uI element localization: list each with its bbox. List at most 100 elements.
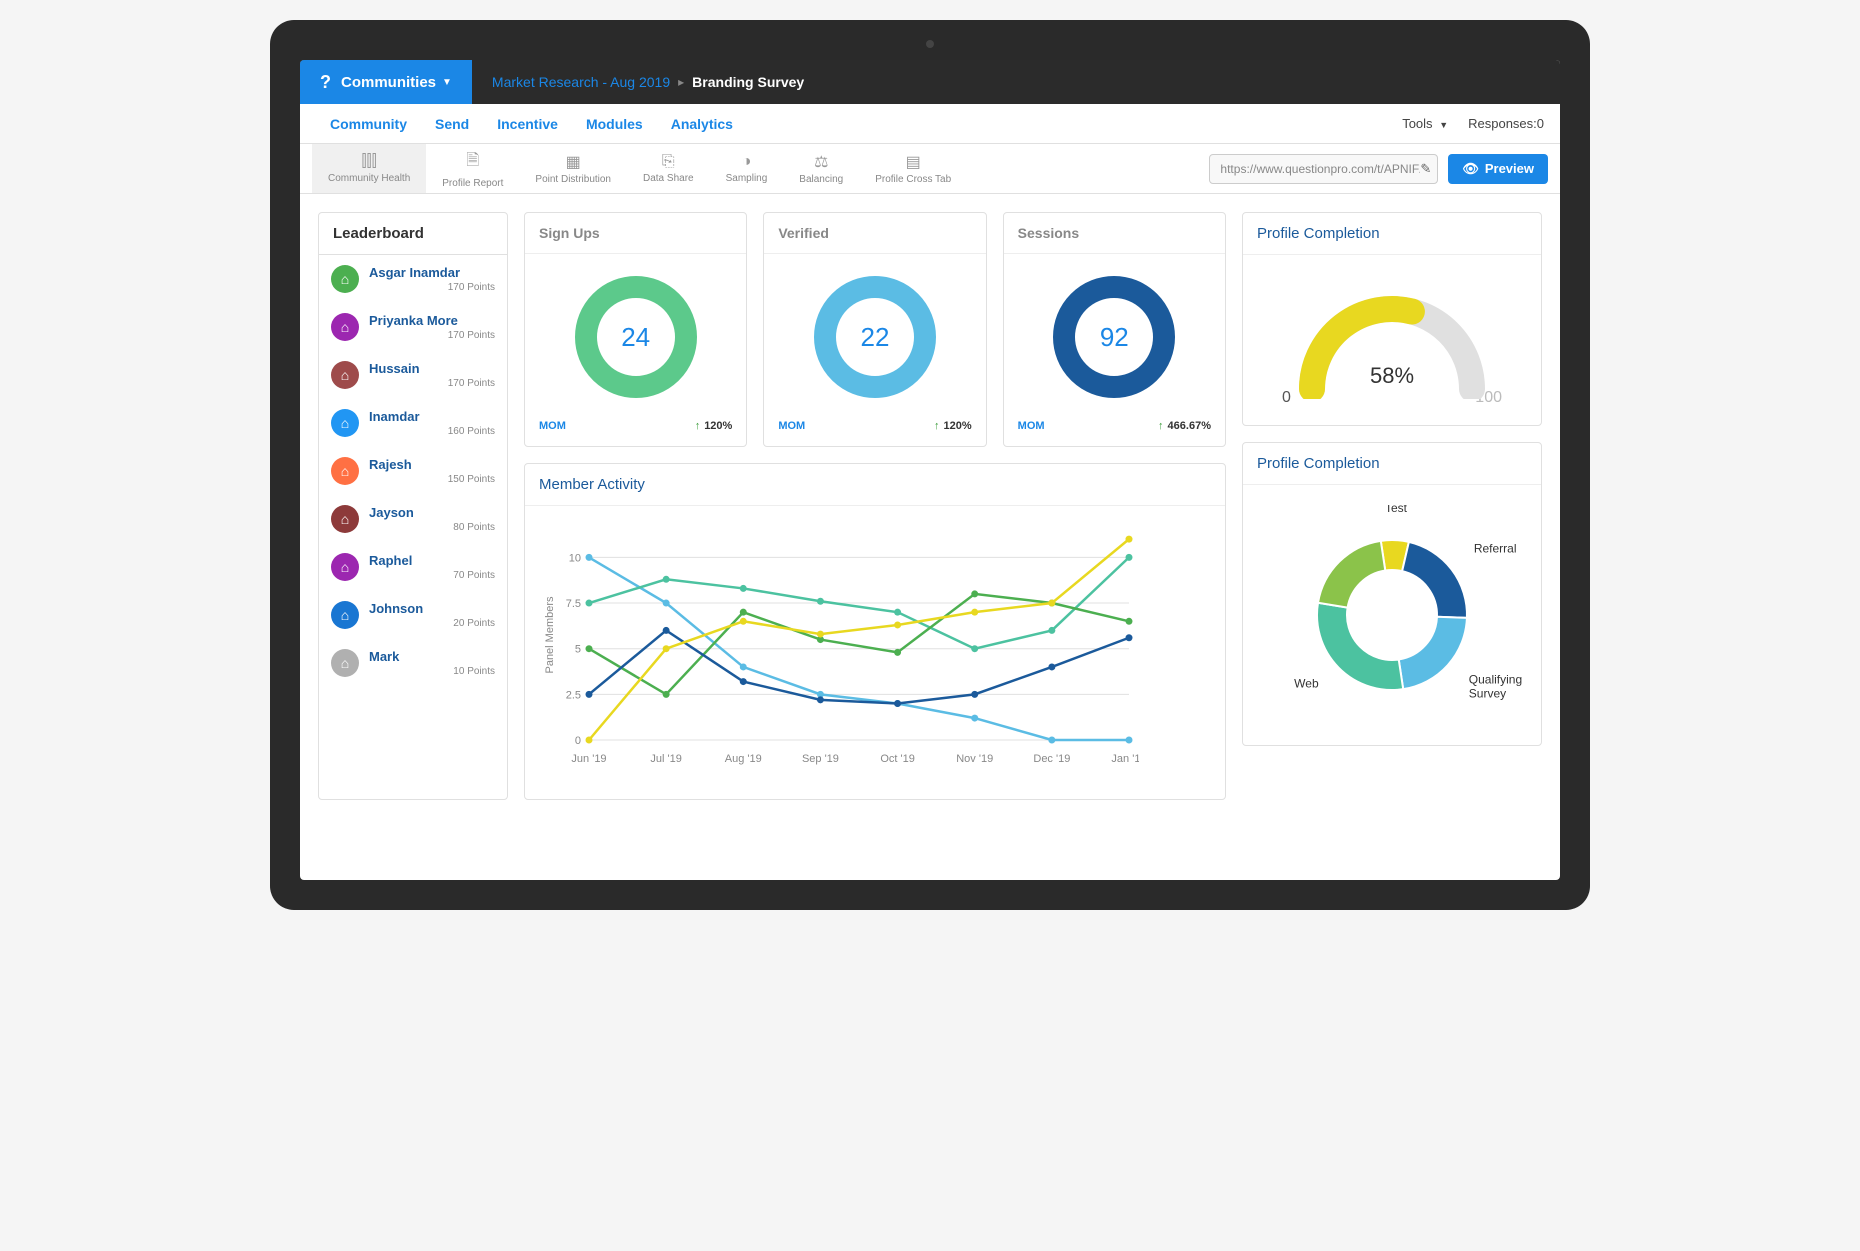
toolbar-item-data-share[interactable]: ⎘Data Share — [627, 144, 710, 193]
gauge-value: 58% — [1282, 363, 1502, 389]
stat-delta: ↑120% — [695, 420, 733, 432]
toolbar-icon: ⎘ — [662, 153, 675, 171]
avatar-icon: ⌂ — [331, 553, 359, 581]
mom-label[interactable]: MOM — [1018, 420, 1045, 432]
activity-chart: 02.557.510Jun '19Jul '19Aug '19Sep '19Oc… — [539, 520, 1139, 780]
stat-value: 92 — [1049, 272, 1179, 402]
avatar-icon: ⌂ — [331, 265, 359, 293]
toolbar-item-profile-report[interactable]: 🗎Profile Report — [426, 144, 519, 193]
svg-text:Jul '19: Jul '19 — [650, 753, 681, 765]
svg-text:2.5: 2.5 — [566, 689, 581, 701]
preview-label: Preview — [1485, 161, 1534, 176]
avatar-icon: ⌂ — [331, 649, 359, 677]
toolbar-item-sampling[interactable]: ◑Sampling — [710, 144, 784, 193]
leaderboard-points: 150 Points — [369, 474, 495, 485]
activity-title: Member Activity — [525, 464, 1225, 506]
topbar: ? Communities ▼ Market Research - Aug 20… — [300, 60, 1560, 104]
leaderboard-points: 170 Points — [369, 330, 495, 341]
leaderboard-points: 170 Points — [369, 378, 495, 389]
url-input[interactable] — [1220, 162, 1420, 176]
tools-label: Tools — [1402, 116, 1432, 131]
leaderboard-points: 70 Points — [369, 570, 495, 581]
nav-item-modules[interactable]: Modules — [572, 116, 657, 132]
leaderboard-row[interactable]: ⌂ Raphel 70 Points — [319, 543, 507, 591]
tools-dropdown[interactable]: Tools ▼ — [1402, 116, 1448, 131]
responses-counter: Responses:0 — [1468, 116, 1544, 131]
svg-text:Sep '19: Sep '19 — [802, 753, 839, 765]
avatar-icon: ⌂ — [331, 361, 359, 389]
member-activity-card: Member Activity 0 2.5 5 7.5 10 Jun '19 Jul '19… — [524, 463, 1226, 800]
svg-text:7.5: 7.5 — [566, 598, 581, 610]
nav-row: CommunitySendIncentiveModulesAnalytics T… — [300, 104, 1560, 144]
brand-label: Communities — [341, 74, 436, 91]
leaderboard-row[interactable]: ⌂ Priyanka More 170 Points — [319, 303, 507, 351]
eye-icon: 👁 — [1462, 161, 1479, 177]
toolbar-icon: ◑ — [742, 153, 752, 171]
leaderboard-points: 170 Points — [369, 282, 495, 293]
toolbar-item-profile-cross-tab[interactable]: ▤Profile Cross Tab — [859, 144, 967, 193]
profile-donut-card: Profile Completion TestReferralQualifyin… — [1242, 442, 1542, 746]
leaderboard-row[interactable]: ⌂ Hussain 170 Points — [319, 351, 507, 399]
stat-delta: ↑466.67% — [1158, 420, 1211, 432]
nav-item-analytics[interactable]: Analytics — [657, 116, 747, 132]
leaderboard-name: Raphel — [369, 553, 495, 568]
stat-card-verified: Verified22MOM↑120% — [763, 212, 986, 447]
svg-text:Panel Members: Panel Members — [544, 596, 556, 674]
gauge-title: Profile Completion — [1243, 213, 1541, 255]
avatar-icon: ⌂ — [331, 457, 359, 485]
nav-item-community[interactable]: Community — [316, 116, 421, 132]
svg-text:5: 5 — [575, 644, 581, 656]
leaderboard-name: Hussain — [369, 361, 495, 376]
preview-button[interactable]: 👁 Preview — [1448, 154, 1548, 184]
avatar-icon: ⌂ — [331, 505, 359, 533]
leaderboard-row[interactable]: ⌂ Rajesh 150 Points — [319, 447, 507, 495]
donut-label: Test — [1385, 505, 1408, 515]
leaderboard-name: Inamdar — [369, 409, 495, 424]
mom-label[interactable]: MOM — [539, 420, 566, 432]
stat-value: 22 — [810, 272, 940, 402]
toolbar-item-point-distribution[interactable]: ▦Point Distribution — [519, 144, 627, 193]
toolbar-item-balancing[interactable]: ⚖Balancing — [783, 144, 859, 193]
toolbar-icon: ⚖ — [814, 152, 828, 172]
mom-label[interactable]: MOM — [778, 420, 805, 432]
leaderboard-points: 10 Points — [369, 666, 495, 677]
toolbar-icon: ▦ — [566, 152, 581, 172]
arrow-up-icon: ↑ — [934, 420, 940, 432]
nav-item-send[interactable]: Send — [421, 116, 483, 132]
svg-text:0: 0 — [575, 735, 581, 747]
leaderboard-panel: Leaderboard ⌂Asgar Inamdar170 Points⌂Pri… — [318, 212, 508, 800]
svg-text:Dec '19: Dec '19 — [1033, 753, 1070, 765]
leaderboard-title: Leaderboard — [319, 213, 507, 255]
donut-label: QualifyingSurvey — [1469, 673, 1522, 701]
leaderboard-row[interactable]: ⌂Inamdar160 Points — [319, 399, 507, 447]
toolbar-item-community-health[interactable]: ⫿⫿⫿Community Health — [312, 144, 426, 193]
breadcrumb: Market Research - Aug 2019 ▸ Branding Su… — [472, 74, 824, 90]
toolbar: ⫿⫿⫿Community Health🗎Profile Report▦Point… — [300, 144, 1560, 194]
avatar-icon: ⌂ — [331, 409, 359, 437]
breadcrumb-parent[interactable]: Market Research - Aug 2019 — [492, 74, 670, 90]
svg-text:Oct '19: Oct '19 — [880, 753, 915, 765]
stat-title: Sessions — [1004, 213, 1225, 254]
leaderboard-name: Johnson — [369, 601, 495, 616]
chevron-right-icon: ▸ — [678, 75, 684, 89]
caret-down-icon: ▼ — [1439, 120, 1448, 130]
url-box: ✎ — [1209, 154, 1438, 184]
leaderboard-row[interactable]: ⌂Johnson20 Points — [319, 591, 507, 639]
avatar-icon: ⌂ — [331, 313, 359, 341]
donut-title: Profile Completion — [1243, 443, 1541, 485]
leaderboard-name: Priyanka More — [369, 313, 495, 328]
leaderboard-name: Rajesh — [369, 457, 495, 472]
toolbar-icon: ⫿⫿⫿ — [361, 153, 376, 171]
svg-text:10: 10 — [569, 552, 581, 564]
donut-chart: TestReferralQualifyingSurveyWeb — [1262, 505, 1522, 725]
nav-item-incentive[interactable]: Incentive — [483, 116, 572, 132]
svg-text:Jun '19: Jun '19 — [571, 753, 606, 765]
leaderboard-row[interactable]: ⌂Mark10 Points — [319, 639, 507, 687]
leaderboard-row[interactable]: ⌂Asgar Inamdar170 Points — [319, 255, 507, 303]
donut-label: Web — [1294, 676, 1319, 690]
stat-title: Verified — [764, 213, 985, 254]
edit-icon[interactable]: ✎ — [1420, 161, 1431, 177]
brand-dropdown[interactable]: ? Communities ▼ — [300, 60, 472, 104]
leaderboard-row[interactable]: ⌂Jayson80 Points — [319, 495, 507, 543]
stat-value: 24 — [571, 272, 701, 402]
